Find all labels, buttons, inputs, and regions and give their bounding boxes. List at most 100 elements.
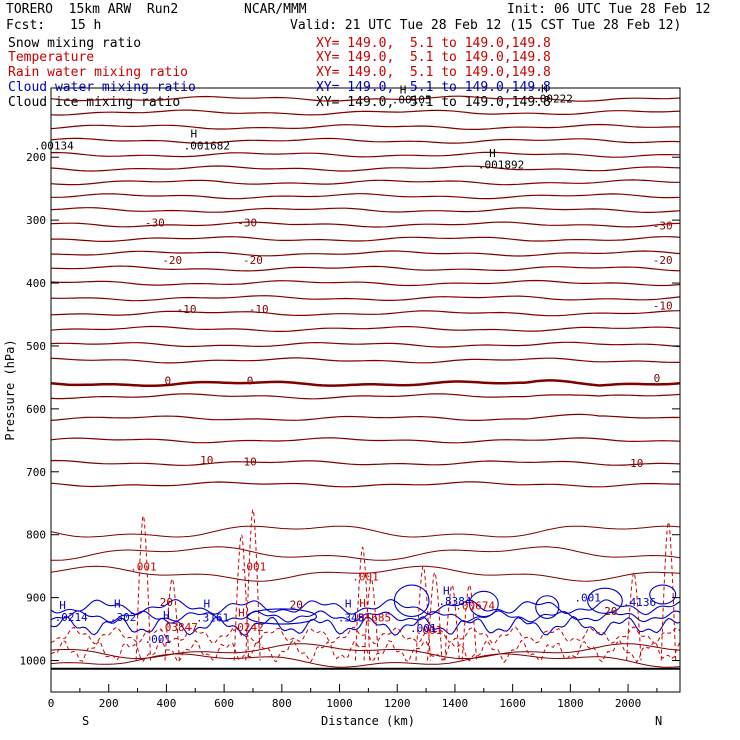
cloud-water-label: .0214 <box>55 611 88 624</box>
isotherm-label: -20 <box>162 254 182 267</box>
x-tick-label: 200 <box>99 697 119 710</box>
legend-snow-xy: XY= 149.0, 5.1 to 149.0,149.8 <box>316 36 551 51</box>
isotherm-line <box>50 341 681 348</box>
x-tick-label: 1800 <box>557 697 584 710</box>
rain-contour <box>660 521 677 661</box>
y-tick-label: 700 <box>26 466 46 479</box>
isotherm-line <box>51 236 681 242</box>
rain-contour <box>50 638 681 664</box>
snow-label: .00222 <box>533 92 573 105</box>
snow-label: H <box>541 82 548 95</box>
model-title: TORERO 15km ARW Run2 <box>6 2 179 17</box>
fcst-label: Fcst: <box>6 18 46 33</box>
y-axis-title: Pressure (hPa) <box>3 339 17 440</box>
isotherm-line <box>50 279 681 287</box>
isotherm-label: 0 <box>654 372 661 385</box>
snow-label: .001682 <box>184 140 230 153</box>
rain-label: .01685 <box>351 612 391 625</box>
legend-snow: Snow mixing ratio <box>8 36 142 51</box>
rain-label: H <box>238 607 245 620</box>
legend-rain: Rain water mixing ratio <box>8 65 189 80</box>
isotherm-line <box>51 250 681 257</box>
cloud-water-contour <box>587 587 623 614</box>
isotherm-label: -30 <box>145 216 165 229</box>
fcst-value: 15 h <box>70 18 102 33</box>
cloud-water-label: .3161 <box>196 612 229 625</box>
cloud-water-contour <box>535 595 560 619</box>
isotherm-label: -30 <box>653 220 673 233</box>
x-end-right: N <box>655 714 662 728</box>
isotherm-label: 10 <box>200 454 213 467</box>
rain-contour <box>50 626 681 645</box>
isotherm-line <box>50 565 681 582</box>
isotherm-line <box>50 379 681 388</box>
rain-label: .001 <box>130 561 157 574</box>
cloud-water-label: .001 <box>574 591 601 604</box>
isotherm-line <box>50 151 681 158</box>
cloud-water-label: H <box>443 584 450 597</box>
cloud-water-label: H <box>345 598 352 611</box>
rain-label: .001 <box>240 561 267 574</box>
x-tick-label: 1600 <box>499 697 526 710</box>
axes: 0 200 400 600 800 1000 1200 1400 1600 1800 2000200… <box>20 151 680 710</box>
isotherm-line <box>50 393 681 400</box>
isotherm-line <box>50 325 681 332</box>
x-tick-label: 1000 <box>326 697 353 710</box>
legend-temperature: Temperature <box>8 50 95 65</box>
x-tick-label: 2000 <box>615 697 642 710</box>
isotherm-line <box>50 413 681 421</box>
snow-label: .00134 <box>34 140 74 153</box>
legend-temperature-xy: XY= 149.0, 5.1 to 149.0,149.8 <box>316 50 551 65</box>
rain-label: .001 <box>416 624 443 637</box>
cloud-water-contour <box>50 599 681 616</box>
legend-rain-xy: XY= 149.0, 5.1 to 149.0,149.8 <box>316 65 551 80</box>
cloud-water-label: .302 <box>110 611 137 624</box>
rain-contour <box>626 571 642 661</box>
y-tick-label: 400 <box>26 277 46 290</box>
isotherm-line <box>50 179 680 186</box>
rain-contour <box>245 509 261 661</box>
y-tick-label: 500 <box>26 340 46 353</box>
isotherm-line <box>50 221 681 228</box>
isotherm-label: 10 <box>243 456 256 469</box>
snow-label: H <box>489 147 496 160</box>
cloud-water-contour <box>50 610 681 623</box>
cloud-water-label: .4136 <box>623 596 656 609</box>
rain-label: .03847 <box>158 621 198 634</box>
cloud-water-label: H <box>163 609 170 622</box>
isotherm-line <box>50 123 680 130</box>
temperature-isotherms <box>50 95 681 670</box>
cloud-water-label: .345 <box>338 612 365 625</box>
isotherm-label: -20 <box>243 254 263 267</box>
isotherm-label: 10 <box>630 457 643 470</box>
isotherm-line <box>50 265 681 272</box>
snow-label: H <box>400 84 407 97</box>
plot-frame <box>50 87 681 693</box>
isotherm-line <box>50 310 681 317</box>
snow-label: .001892 <box>478 159 524 172</box>
rain-label: H <box>359 597 366 610</box>
isotherm-label: 20 <box>604 605 617 618</box>
rain-contour <box>354 546 371 661</box>
isotherm-line <box>50 459 681 466</box>
x-axis-title: Distance (km) <box>321 714 415 728</box>
rain-label: .001 <box>352 571 379 584</box>
valid-time: Valid: 21 UTC Tue 28 Feb 12 (15 CST Tue … <box>290 18 682 33</box>
y-tick-label: 200 <box>26 151 46 164</box>
rain-contour <box>363 578 379 661</box>
isotherm-line <box>50 643 681 660</box>
cloud-water-contour <box>246 608 317 625</box>
snow-label: .00105 <box>392 94 432 107</box>
isotherm-line <box>50 137 681 145</box>
x-end-left: S <box>82 714 89 728</box>
cloud-water-contour <box>393 584 430 618</box>
y-tick-label: 300 <box>26 214 46 227</box>
init-time: Init: 06 UTC Tue 28 Feb 12 <box>507 2 711 17</box>
cloud-water-label: .001 <box>410 622 437 635</box>
snow-label: H <box>191 128 198 141</box>
cloud-water-label: H <box>114 598 121 611</box>
x-tick-label: 600 <box>214 697 234 710</box>
isotherm-line <box>50 165 681 172</box>
isotherm-label: -10 <box>653 299 673 312</box>
